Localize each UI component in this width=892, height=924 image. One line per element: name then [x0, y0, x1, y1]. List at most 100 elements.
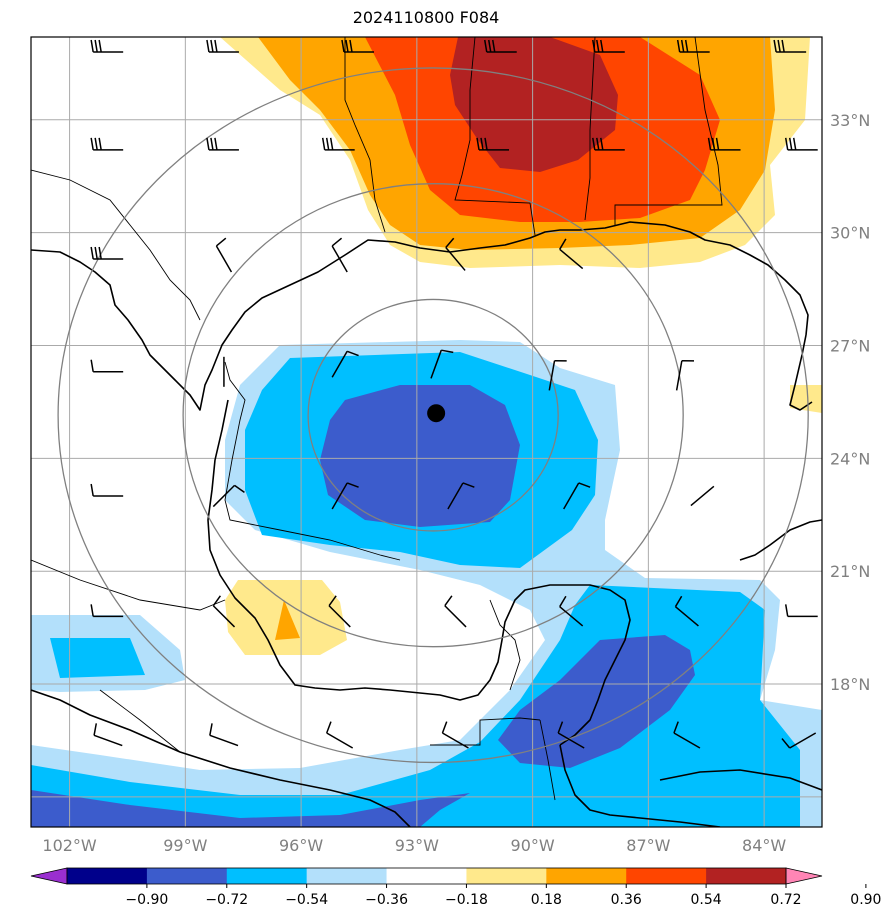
contour-neg0.54-center [320, 385, 520, 527]
range-rings [57, 67, 809, 764]
positive-anomaly-fields [220, 37, 822, 655]
colorbar-tick-label: −0.72 [205, 892, 248, 908]
wind-barb [559, 238, 584, 270]
wind-barb [328, 595, 351, 628]
longitude-labels: 102°W 99°W 96°W 93°W 90°W 87°W 84°W [42, 836, 786, 855]
wind-barbs [90, 39, 818, 749]
colorbar-tick-label: −0.90 [125, 892, 168, 908]
wind-barb [484, 39, 517, 53]
wind-barb [559, 595, 584, 627]
longitude-label: 96°W [279, 836, 323, 855]
longitude-label: 102°W [42, 836, 97, 855]
mexico-state-line-1 [31, 559, 226, 611]
range-ring [182, 183, 684, 648]
contour-0.72-north [450, 37, 618, 172]
wind-barb [444, 595, 467, 628]
range-ring [57, 67, 809, 764]
longitude-label: 90°W [511, 836, 555, 855]
latitude-label: 18°N [830, 675, 870, 694]
wind-barb [676, 39, 710, 53]
map-title: 2024110800 F084 [352, 8, 500, 27]
wind-barb [592, 137, 625, 151]
wind-barb [784, 604, 818, 618]
gulf-coast-north [31, 221, 809, 411]
wind-barb [212, 595, 236, 628]
wind-barb [90, 483, 124, 497]
colorbar-tick-label: 0.18 [531, 892, 562, 908]
wind-barb [90, 359, 124, 373]
wind-barb [325, 721, 354, 749]
range-ring [307, 298, 559, 532]
cuba-west [739, 519, 822, 561]
map-frame [30, 36, 823, 828]
wind-barb [673, 721, 701, 749]
wind-barb [674, 595, 699, 627]
colorbar-segment [67, 868, 148, 884]
wind-barb [445, 237, 466, 271]
wind-barb [90, 39, 124, 53]
wind-barb [557, 721, 585, 749]
colorbar-segment [386, 868, 467, 884]
wind-barb [93, 723, 123, 747]
wind-barb [331, 350, 359, 378]
wind-barb [90, 604, 124, 618]
colorbar-tick-label: −0.18 [445, 892, 488, 908]
us-state-line-3 [584, 37, 596, 221]
colorbar-segment [546, 868, 627, 884]
colorbar-tick-label: 0.72 [770, 892, 801, 908]
colorbar-extend-high [785, 867, 823, 885]
belize-border [539, 719, 556, 801]
storm-center-marker [427, 404, 446, 423]
wind-barb [430, 349, 454, 379]
wind-barb [548, 360, 567, 391]
colorbar-segment [466, 868, 547, 884]
pacific-coast-mexico [31, 689, 411, 827]
wind-barb [90, 246, 124, 260]
wind-barb [447, 482, 475, 510]
wind-barb [212, 484, 245, 508]
wind-barb [563, 482, 591, 510]
latitude-label: 33°N [830, 111, 870, 130]
wind-barb [476, 137, 510, 151]
contour-0.18-east [790, 385, 822, 413]
wind-barb [331, 237, 348, 273]
colorbar-tick-label: −0.36 [365, 892, 408, 908]
mexico-state-line-4 [489, 599, 521, 691]
mexico-state-line-2 [99, 689, 181, 753]
contour-neg0.36-west [50, 638, 145, 678]
wind-barb [781, 732, 817, 749]
colorbar-extend-low [30, 867, 68, 885]
wind-barb [784, 137, 818, 151]
colorbar-segment [306, 868, 388, 884]
honduras-coast [659, 769, 822, 791]
coastlines [31, 221, 822, 827]
latitude-label: 21°N [830, 562, 870, 581]
wind-barb [773, 39, 807, 53]
us-state-line-2 [454, 37, 536, 236]
colorbar-tick-label: −0.54 [285, 892, 328, 908]
latitude-label: 30°N [830, 224, 870, 243]
mexico-state-line-3 [224, 361, 401, 561]
colorbar-segment [706, 868, 787, 884]
us-state-line-1 [344, 37, 386, 233]
mexico-gulf-coast [207, 399, 631, 746]
colorbar-segment [626, 868, 707, 884]
colorbar-tick-label: 0.54 [691, 892, 722, 908]
wind-barb [206, 137, 239, 151]
latitude-labels: 18°N 21°N 24°N 27°N 30°N 33°N [830, 111, 870, 694]
wind-barb [441, 721, 469, 749]
negative-anomaly-fields [31, 340, 822, 827]
yucatan-east [559, 744, 721, 827]
wind-barb [341, 39, 374, 53]
latitude-label: 27°N [830, 336, 870, 355]
wind-barb [90, 137, 124, 151]
wind-barb [707, 137, 741, 151]
contour-0.36-gulf-west [275, 600, 300, 640]
wind-barb [209, 723, 239, 747]
wind-barb [206, 39, 239, 53]
longitude-label: 84°W [742, 836, 786, 855]
us-state-line-4 [614, 37, 723, 225]
colorbar-tick-label: 0.36 [611, 892, 642, 908]
wind-barb [321, 137, 355, 151]
